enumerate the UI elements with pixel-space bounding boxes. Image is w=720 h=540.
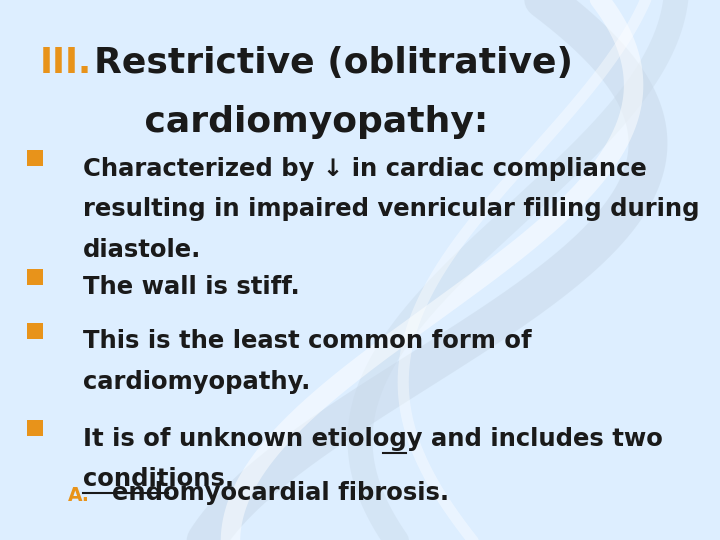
Text: A.: A. — [68, 486, 90, 505]
Text: Restrictive (oblitrative): Restrictive (oblitrative) — [94, 46, 572, 80]
Text: It is of unknown etiology and includes two: It is of unknown etiology and includes t… — [83, 427, 662, 450]
Text: conditions.: conditions. — [83, 467, 234, 491]
Text: This is the least common form of: This is the least common form of — [83, 329, 531, 353]
Text: resulting in impaired venricular filling during: resulting in impaired venricular filling… — [83, 197, 699, 221]
Text: diastole.: diastole. — [83, 238, 201, 261]
Text: cardiomyopathy.: cardiomyopathy. — [83, 370, 310, 394]
Text: cardiomyopathy:: cardiomyopathy: — [94, 105, 488, 139]
Text: III.: III. — [40, 46, 91, 80]
Text: endomyocardial fibrosis.: endomyocardial fibrosis. — [112, 481, 449, 505]
Text: The wall is stiff.: The wall is stiff. — [83, 275, 300, 299]
Text: Characterized by ↓ in cardiac compliance: Characterized by ↓ in cardiac compliance — [83, 157, 647, 180]
